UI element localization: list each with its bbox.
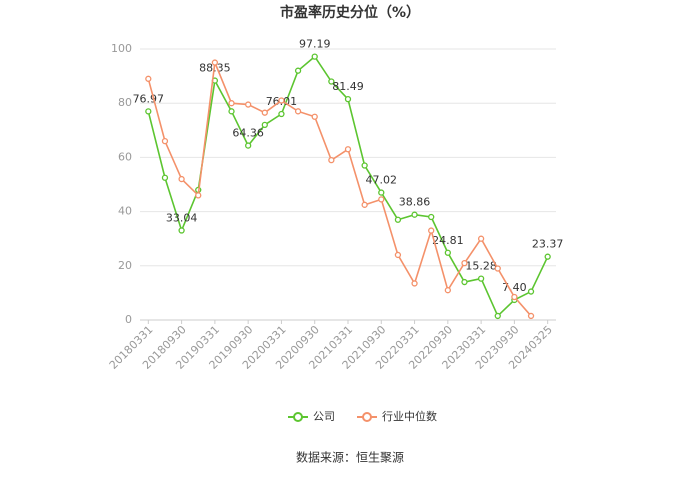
point (378, 196, 385, 203)
point (527, 312, 535, 320)
legend-label: 行业中位数 (382, 409, 437, 423)
point (245, 142, 252, 149)
point (278, 97, 285, 104)
series-line (147, 59, 532, 317)
data-label: 64.36 (232, 127, 264, 140)
point (494, 265, 501, 272)
y-tick-label: 80 (118, 96, 132, 109)
point (344, 96, 352, 103)
point (394, 216, 402, 223)
legend-marker (362, 412, 372, 422)
point (261, 121, 268, 129)
point (328, 156, 335, 164)
data-label: 47.02 (366, 174, 398, 187)
point (261, 109, 268, 116)
point (361, 201, 368, 208)
point (378, 189, 385, 196)
point (361, 162, 368, 169)
point (511, 293, 518, 301)
legend-label: 公司 (313, 410, 335, 423)
point (477, 275, 485, 282)
point (527, 288, 535, 295)
data-label: 23.37 (532, 238, 564, 251)
data-label: 24.81 (432, 234, 464, 247)
point (178, 175, 185, 183)
chart-title: 市盈率历史分位（%） (280, 4, 420, 21)
point (444, 287, 451, 294)
point (461, 259, 468, 267)
point (428, 227, 435, 234)
y-tick-label: 100 (111, 42, 132, 55)
point (145, 75, 152, 82)
point (444, 249, 451, 256)
point (294, 108, 302, 115)
data-label: 81.49 (332, 80, 364, 93)
data-label: 7.40 (502, 281, 527, 294)
point (145, 108, 152, 115)
point (311, 113, 318, 120)
point (245, 101, 252, 108)
point (344, 146, 352, 153)
y-tick-label: 0 (125, 313, 132, 326)
y-tick-label: 20 (118, 259, 132, 272)
point (195, 192, 202, 199)
point (294, 67, 302, 74)
point (311, 53, 318, 60)
point (428, 213, 435, 221)
source: 数据来源：恒生聚源 (296, 450, 404, 465)
legend-marker (293, 412, 303, 422)
data-label: 38.86 (399, 196, 431, 209)
point (544, 253, 551, 260)
point (161, 137, 169, 145)
series-line (147, 55, 549, 318)
y-tick-label: 60 (118, 150, 132, 163)
point (278, 110, 285, 118)
data-label: 97.19 (299, 38, 331, 51)
point (228, 108, 235, 115)
point (411, 211, 418, 218)
point (477, 235, 485, 242)
point (461, 278, 468, 286)
point (178, 227, 185, 234)
point (411, 280, 418, 287)
y-tick-label: 40 (118, 205, 132, 218)
point (228, 100, 235, 107)
data-label: 76.97 (133, 92, 165, 105)
point (211, 59, 219, 66)
point (161, 174, 169, 181)
point (494, 312, 501, 320)
point (328, 78, 335, 85)
data-label: 33.04 (166, 211, 198, 224)
data-label: 15.28 (465, 260, 497, 273)
point (394, 251, 402, 259)
